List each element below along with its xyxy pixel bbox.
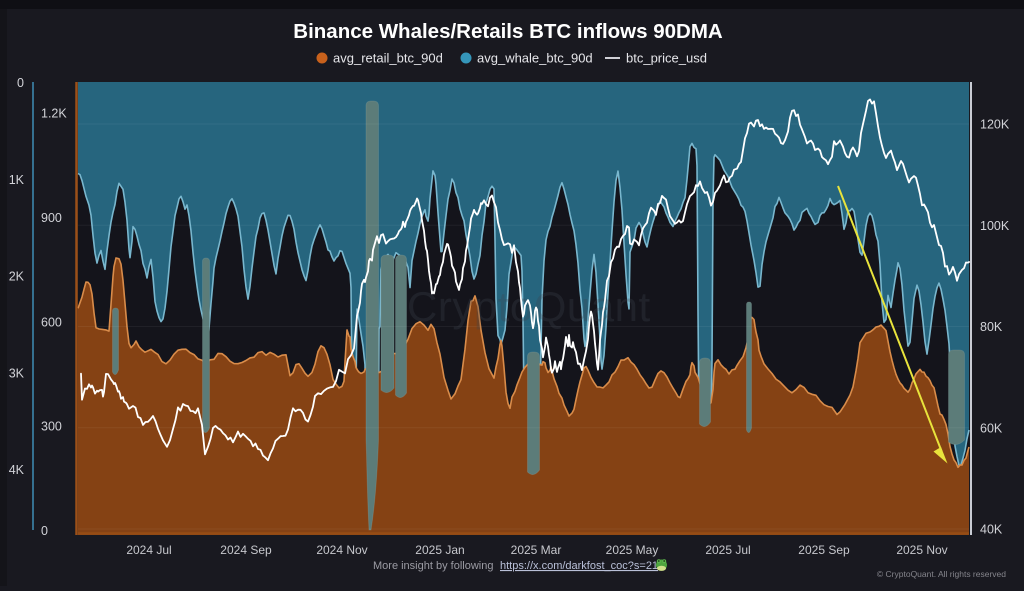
svg-text:Binance Whales/Retails BTC inf: Binance Whales/Retails BTC inflows 90DMA <box>293 20 723 43</box>
svg-text:300: 300 <box>41 420 62 434</box>
svg-text:900: 900 <box>41 211 62 225</box>
svg-text:1K: 1K <box>9 173 25 187</box>
svg-text:60K: 60K <box>980 421 1003 435</box>
svg-text:0: 0 <box>41 524 48 538</box>
svg-text:2025 Jul: 2025 Jul <box>705 543 750 557</box>
svg-text:avg_whale_btc_90d: avg_whale_btc_90d <box>477 51 593 66</box>
svg-text:1.2K: 1.2K <box>41 107 67 121</box>
svg-text:0: 0 <box>17 76 24 90</box>
svg-text:40K: 40K <box>980 523 1003 537</box>
svg-text:More insight by following: More insight by following <box>373 560 493 572</box>
svg-text:120K: 120K <box>980 118 1010 132</box>
svg-text:3K: 3K <box>9 366 25 380</box>
svg-text:80K: 80K <box>980 320 1003 334</box>
svg-text:4K: 4K <box>9 463 25 477</box>
svg-text:btc_price_usd: btc_price_usd <box>626 51 707 66</box>
svg-text:2025 May: 2025 May <box>606 543 659 557</box>
svg-text:© CryptoQuant. All rights rese: © CryptoQuant. All rights reserved <box>877 569 1006 579</box>
svg-text:2024 Sep: 2024 Sep <box>220 543 272 557</box>
svg-text:2K: 2K <box>9 270 25 284</box>
svg-text:2025 Jan: 2025 Jan <box>415 543 464 557</box>
svg-text:CryptoQuant: CryptoQuant <box>407 283 651 330</box>
svg-text:2025 Nov: 2025 Nov <box>896 543 947 557</box>
svg-text:https://x.com/darkfost_coc?s=2: https://x.com/darkfost_coc?s=21 <box>500 560 658 572</box>
svg-text:avg_retail_btc_90d: avg_retail_btc_90d <box>333 51 443 66</box>
svg-text:600: 600 <box>41 315 62 329</box>
svg-text:2024 Jul: 2024 Jul <box>126 543 171 557</box>
svg-text:2025 Sep: 2025 Sep <box>798 543 850 557</box>
svg-text:2025 Mar: 2025 Mar <box>511 543 562 557</box>
svg-text:2024 Nov: 2024 Nov <box>316 543 367 557</box>
svg-text:100K: 100K <box>980 219 1010 233</box>
